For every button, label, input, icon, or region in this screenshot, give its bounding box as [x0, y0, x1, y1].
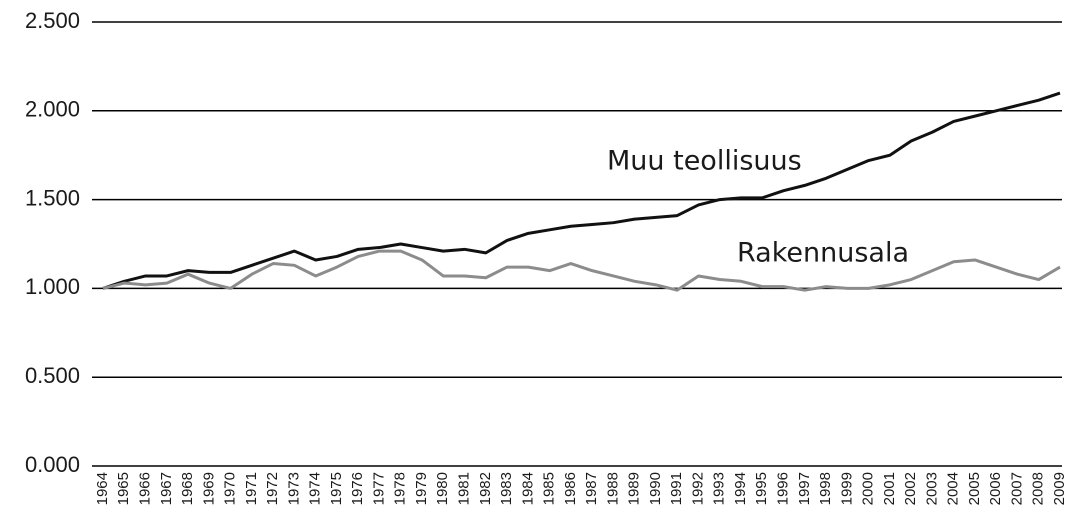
- x-tick-label: 2003: [923, 472, 940, 505]
- x-tick-label: 1988: [604, 472, 621, 505]
- x-tick-label: 2009: [1051, 472, 1068, 505]
- x-tick-label: 1970: [222, 472, 239, 505]
- x-tick-label: 1985: [541, 472, 558, 505]
- x-tick-label: 1966: [137, 472, 154, 505]
- x-tick-label: 1972: [264, 472, 281, 505]
- x-tick-label: 1999: [838, 472, 855, 505]
- x-tick-label: 1983: [498, 472, 515, 505]
- x-tick-label: 1971: [243, 472, 260, 505]
- x-tick-label: 1973: [285, 472, 302, 505]
- x-tick-label: 1990: [647, 472, 664, 505]
- x-tick-label: 1978: [392, 472, 409, 505]
- series-label: Rakennusala: [737, 238, 909, 269]
- x-tick-label: 2004: [945, 472, 962, 505]
- x-tick-label: 1982: [477, 472, 494, 505]
- y-tick-label: 1.500: [25, 185, 80, 210]
- x-tick-label: 1975: [328, 472, 345, 505]
- x-tick-label: 1994: [732, 472, 749, 505]
- x-tick-label: 1996: [775, 472, 792, 505]
- x-tick-label: 1987: [583, 472, 600, 505]
- y-tick-label: 2.000: [25, 97, 80, 122]
- x-tick-label: 1993: [711, 472, 728, 505]
- x-tick-label: 1979: [413, 472, 430, 505]
- x-tick-label: 1986: [562, 472, 579, 505]
- series-label: Muu teollisuus: [607, 146, 802, 177]
- x-tick-label: 2005: [966, 472, 983, 505]
- x-tick-label: 1967: [158, 472, 175, 505]
- x-tick-label: 1995: [753, 472, 770, 505]
- x-tick-label: 1991: [668, 472, 685, 505]
- x-tick-label: 2001: [881, 472, 898, 505]
- x-tick-label: 1969: [200, 472, 217, 505]
- x-tick-label: 1981: [456, 472, 473, 505]
- x-tick-label: 1989: [626, 472, 643, 505]
- x-tick-label: 1984: [519, 472, 536, 505]
- x-tick-label: 2006: [987, 472, 1004, 505]
- x-tick-label: 1974: [307, 472, 324, 505]
- series-line: [102, 91, 1061, 290]
- x-tick-label: 1992: [689, 472, 706, 505]
- x-tick-label: 1965: [115, 472, 132, 505]
- x-tick-label: 1998: [817, 472, 834, 505]
- x-tick-label: 2000: [860, 472, 877, 505]
- y-tick-label: 0.500: [25, 363, 80, 388]
- x-tick-label: 1977: [370, 472, 387, 505]
- x-tick-label: 1997: [796, 472, 813, 505]
- x-tick-label: 1980: [434, 472, 451, 505]
- y-tick-label: 2.500: [25, 8, 80, 33]
- x-tick-label: 1964: [94, 472, 111, 505]
- x-tick-label: 2002: [902, 472, 919, 505]
- x-tick-label: 2008: [1030, 472, 1047, 505]
- x-tick-label: 2007: [1008, 472, 1025, 505]
- y-tick-label: 0.000: [25, 452, 80, 477]
- x-tick-label: 1976: [349, 472, 366, 505]
- y-tick-label: 1.000: [25, 274, 80, 299]
- x-tick-label: 1968: [179, 472, 196, 505]
- series-line: [102, 249, 1061, 292]
